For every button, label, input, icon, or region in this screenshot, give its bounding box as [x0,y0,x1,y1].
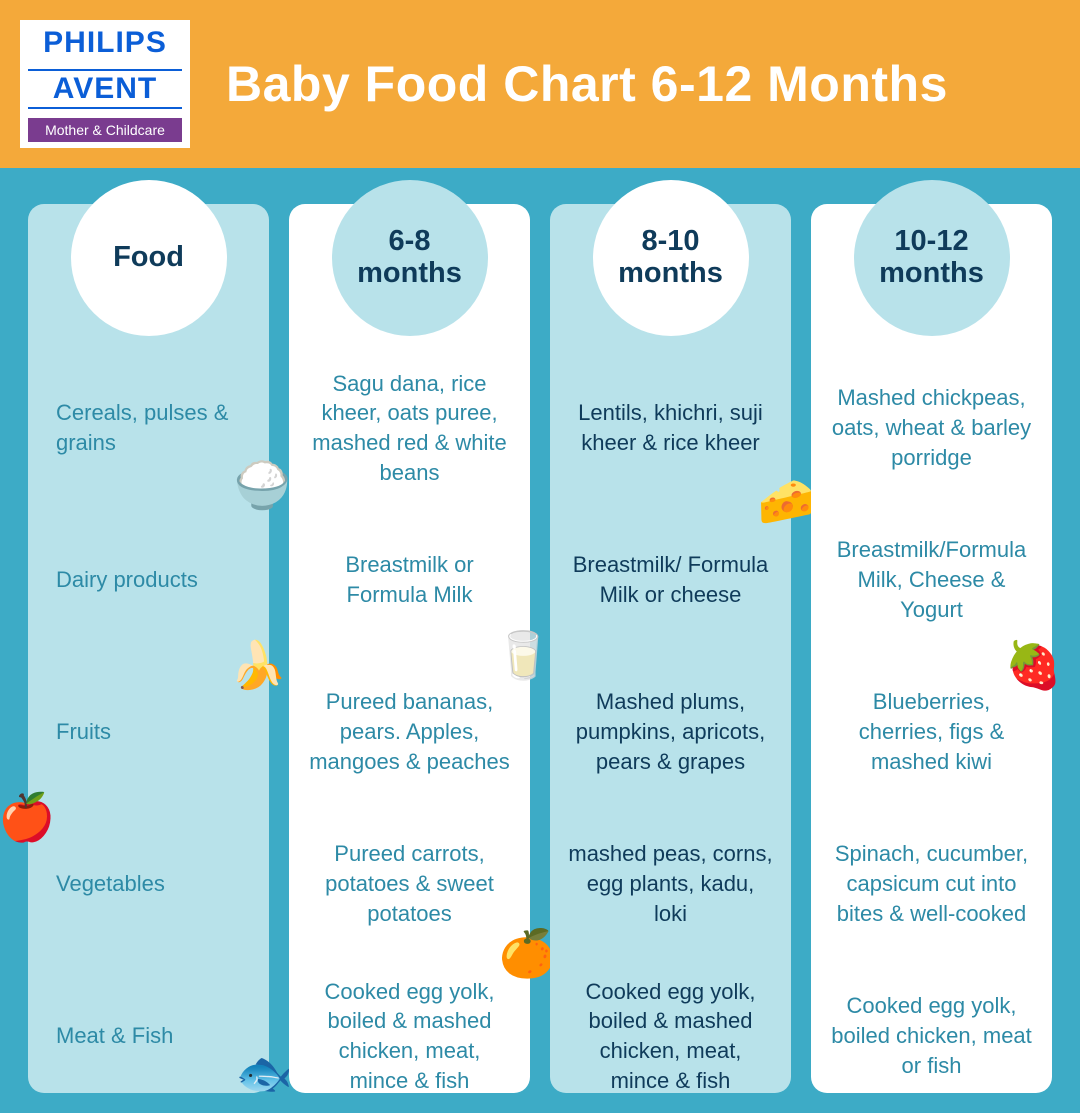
cell-text: Breastmilk/ Formula Milk or cheese [568,550,773,609]
cell: Cooked egg yolk, boiled & mashed chicken… [550,960,791,1112]
chart-area: FoodCereals, pulses & grains🍚Dairy produ… [0,168,1080,1113]
cell-text: Cooked egg yolk, boiled chicken, meat or… [829,991,1034,1080]
cell-text: Fruits [56,717,111,747]
cell-text: Pureed bananas, pears. Apples, mangoes &… [307,687,512,776]
cell: Meat & Fish🐟 [28,960,269,1112]
column-header-circle: 6-8months [332,180,488,336]
column-header-circle: 10-12months [854,180,1010,336]
column-header-text: 8-10months [618,226,723,290]
cell-text: Cooked egg yolk, boiled & mashed chicken… [568,977,773,1096]
cell: Cooked egg yolk, boiled chicken, meat or… [811,960,1052,1112]
column-1: 6-8months Sagu dana, rice kheer, oats pur… [289,204,530,1093]
cell-text: Cooked egg yolk, boiled & mashed chicken… [307,977,512,1096]
page-title: Baby Food Chart 6-12 Months [226,55,948,113]
salmon-icon: 🐟 [236,1042,293,1104]
cell: Mashed chickpeas, oats, wheat & barley p… [811,352,1052,504]
cell: Breastmilk/Formula Milk, Cheese & Yogurt… [811,504,1052,656]
cell: Breastmilk/ Formula Milk or cheese [550,504,791,656]
cell: Fruits [28,656,269,808]
column-rows: Cereals, pulses & grains🍚Dairy products🍌… [28,352,269,1112]
column-3: 10-12months Mashed chickpeas, oats, wheat… [811,204,1052,1093]
cell: Sagu dana, rice kheer, oats puree, mashe… [289,352,530,504]
cell-text: mashed peas, corns, egg plants, kadu, lo… [568,839,773,928]
logo-brand-text: PHILIPS [28,26,182,60]
column-rows: Lentils, khichri, suji kheer & rice khee… [550,352,791,1112]
cell-text: Spinach, cucumber, capsicum cut into bit… [829,839,1034,928]
cell: Dairy products🍌 [28,504,269,656]
cell: Vegetables🍎 [28,808,269,960]
column-header-text: 6-8months [357,226,462,290]
column-rows: Sagu dana, rice kheer, oats puree, mashe… [289,352,530,1112]
cell: Cooked egg yolk, boiled & mashed chicken… [289,960,530,1112]
cell-text: Vegetables [56,869,165,899]
header: PHILIPS AVENT Mother & Childcare Baby Fo… [0,0,1080,168]
cell-text: Mashed plums, pumpkins, apricots, pears … [568,687,773,776]
cell-text: Breastmilk/Formula Milk, Cheese & Yogurt [829,535,1034,624]
column-header-circle: Food [71,180,227,336]
cell-text: Pureed carrots, potatoes & sweet potatoe… [307,839,512,928]
column-header-text: 10-12months [879,226,984,290]
cell-text: Mashed chickpeas, oats, wheat & barley p… [829,383,1034,472]
cell: Mashed plums, pumpkins, apricots, pears … [550,656,791,808]
column-0: FoodCereals, pulses & grains🍚Dairy produ… [28,204,269,1093]
cell-text: Dairy products [56,565,198,595]
column-header-text: Food [113,242,184,274]
cell-text: Sagu dana, rice kheer, oats puree, mashe… [307,369,512,488]
column-2: 8-10months Lentils, khichri, suji kheer &… [550,204,791,1093]
cell-text: Lentils, khichri, suji kheer & rice khee… [568,398,773,457]
cell-text: Breastmilk or Formula Milk [307,550,512,609]
cell: Cereals, pulses & grains🍚 [28,352,269,504]
cell: Pureed bananas, pears. Apples, mangoes &… [289,656,530,808]
cell-text: Cereals, pulses & grains [56,398,251,457]
cell: Pureed carrots, potatoes & sweet potatoe… [289,808,530,960]
cell-text: Meat & Fish [56,1021,173,1051]
cell: Lentils, khichri, suji kheer & rice khee… [550,352,791,504]
column-rows: Mashed chickpeas, oats, wheat & barley p… [811,352,1052,1112]
cell: Breastmilk or Formula Milk🥛 [289,504,530,656]
cell: Spinach, cucumber, capsicum cut into bit… [811,808,1052,960]
logo-subbrand-text: AVENT [28,69,182,109]
brand-logo: PHILIPS AVENT Mother & Childcare [20,20,190,148]
column-header-circle: 8-10months [593,180,749,336]
logo-tagline: Mother & Childcare [28,118,182,142]
cell-text: Blueberries, cherries, figs & mashed kiw… [829,687,1034,776]
cell: Blueberries, cherries, figs & mashed kiw… [811,656,1052,808]
cell: mashed peas, corns, egg plants, kadu, lo… [550,808,791,960]
